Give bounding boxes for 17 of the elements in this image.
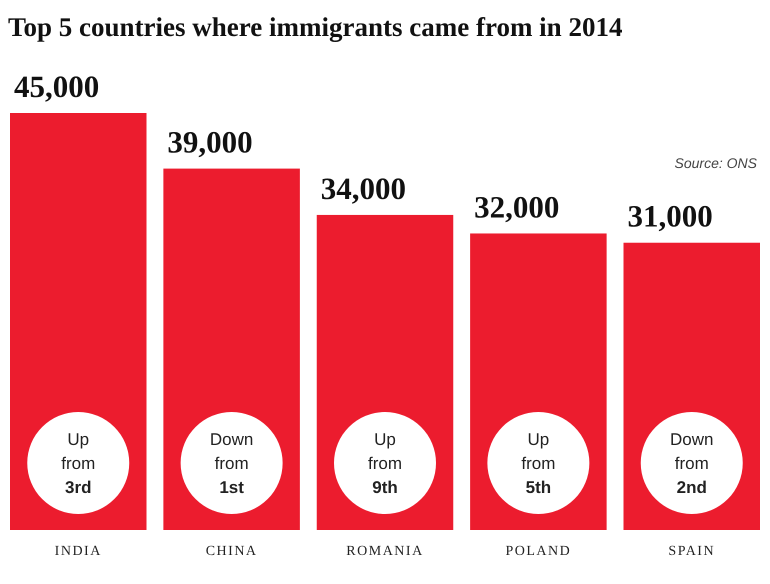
x-tick-label: POLAND — [505, 544, 572, 559]
data-label: 45,000 — [14, 69, 100, 104]
annotation: Down from 2nd — [670, 430, 714, 497]
data-label: 39,000 — [167, 124, 253, 160]
x-tick-label: INDIA — [54, 544, 102, 559]
annotation: Down from 1st — [210, 430, 254, 497]
x-tick-label: CHINA — [206, 544, 258, 559]
x-tick-label: ROMANIA — [346, 544, 424, 559]
data-label: 34,000 — [320, 170, 406, 206]
chart-title: Top 5 countries where immigrants came from in 2014 — [8, 12, 622, 42]
data-label: 31,000 — [627, 198, 713, 234]
annotation: Up from 3rd — [61, 430, 96, 497]
data-label: 32,000 — [474, 189, 560, 224]
annotation: Up from 9th — [368, 430, 402, 497]
x-tick-label: SPAIN — [668, 544, 716, 559]
annotation: Source: ONS — [674, 155, 758, 171]
annotation: Up from 5th — [521, 430, 556, 497]
